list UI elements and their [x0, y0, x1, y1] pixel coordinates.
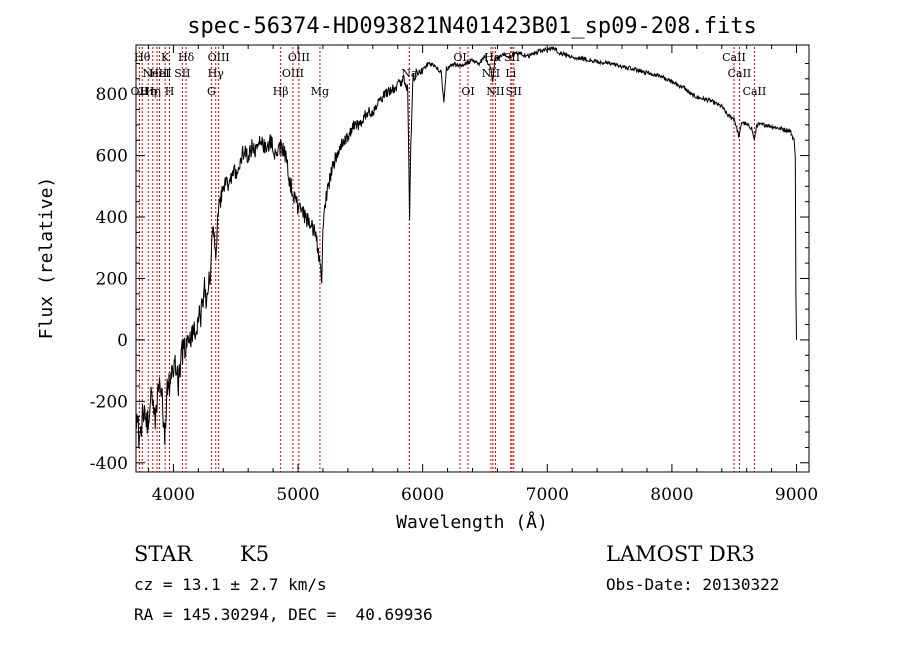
line-marker-label-18: OI	[453, 51, 466, 64]
line-marker-label-6: K	[161, 51, 170, 64]
x-axis-label: Wavelength (Å)	[396, 511, 548, 533]
line-marker-label-28: CaII	[743, 85, 767, 98]
line-marker-label-4: NeIII	[142, 67, 171, 80]
line-marker-label-13: Hβ	[273, 85, 289, 98]
survey-name: LAMOST DR3	[606, 542, 755, 566]
line-marker-label-23: Li	[505, 67, 516, 80]
y-tick-label-1: -200	[90, 392, 128, 412]
line-marker-label-20: NII	[482, 67, 500, 80]
y-tick-label-5: 600	[96, 147, 128, 167]
line-marker-label-7: H	[165, 85, 175, 98]
x-tick-label-3: 7000	[526, 485, 569, 505]
x-tick-label-2: 6000	[401, 485, 444, 505]
plot-frame	[135, 44, 810, 473]
line-marker-label-2: Hη	[140, 85, 156, 98]
line-marker-label-12: OIII	[208, 51, 230, 64]
obs-date: Obs-Date: 20130322	[606, 575, 779, 594]
spectrum-line	[135, 46, 797, 449]
line-marker-label-1: Hθ	[134, 51, 151, 64]
y-tick-label-6: 800	[96, 85, 128, 105]
redshift-cz: cz = 13.1 ± 2.7 km/s	[134, 575, 327, 594]
line-marker-label-0: OII	[131, 85, 149, 98]
y-tick-label-2: 0	[117, 331, 128, 351]
line-marker-label-15: OIII	[288, 51, 310, 64]
line-marker-label-21: Hα	[484, 51, 502, 64]
x-tick-label-5: 9000	[775, 485, 818, 505]
line-marker-label-16: Mg	[311, 85, 329, 98]
y-tick-label-0: -400	[90, 454, 128, 474]
line-marker-label-9: Hδ	[178, 51, 195, 64]
line-marker-label-10: G	[207, 85, 216, 98]
line-marker-label-8: SII	[174, 67, 190, 80]
x-tick-label-0: 4000	[152, 485, 195, 505]
x-tick-label-4: 8000	[650, 485, 693, 505]
line-marker-label-26: CaII	[722, 51, 746, 64]
y-axis-ticks: -400 -200 0 200 400 600 800	[90, 62, 809, 474]
x-axis-ticks: 4000 5000 6000 7000 8000 9000	[147, 45, 818, 505]
x-tick-label-1: 5000	[276, 485, 319, 505]
line-marker-label-3: Hη	[145, 85, 161, 98]
y-axis-label: Flux (relative)	[36, 177, 57, 340]
chart-title: spec-56374-HD093821N401423B01_sp09-208.f…	[187, 14, 757, 39]
line-marker-label-11: Hγ	[208, 67, 225, 80]
line-marker-label-25: SII	[506, 85, 522, 98]
line-markers	[138, 47, 755, 472]
y-tick-label-3: 200	[96, 269, 128, 289]
line-marker-label-5: HeI	[149, 67, 169, 80]
line-marker-label-14: OIII	[282, 67, 304, 80]
object-type: STAR	[134, 542, 193, 566]
line-marker-label-27: CaII	[728, 67, 752, 80]
spectral-subclass: K5	[240, 542, 269, 566]
line-marker-label-22: NII	[486, 85, 504, 98]
line-marker-label-19: OI	[461, 85, 474, 98]
coordinates: RA = 145.30294, DEC = 40.69936	[134, 605, 433, 624]
y-tick-label-4: 400	[96, 208, 128, 228]
